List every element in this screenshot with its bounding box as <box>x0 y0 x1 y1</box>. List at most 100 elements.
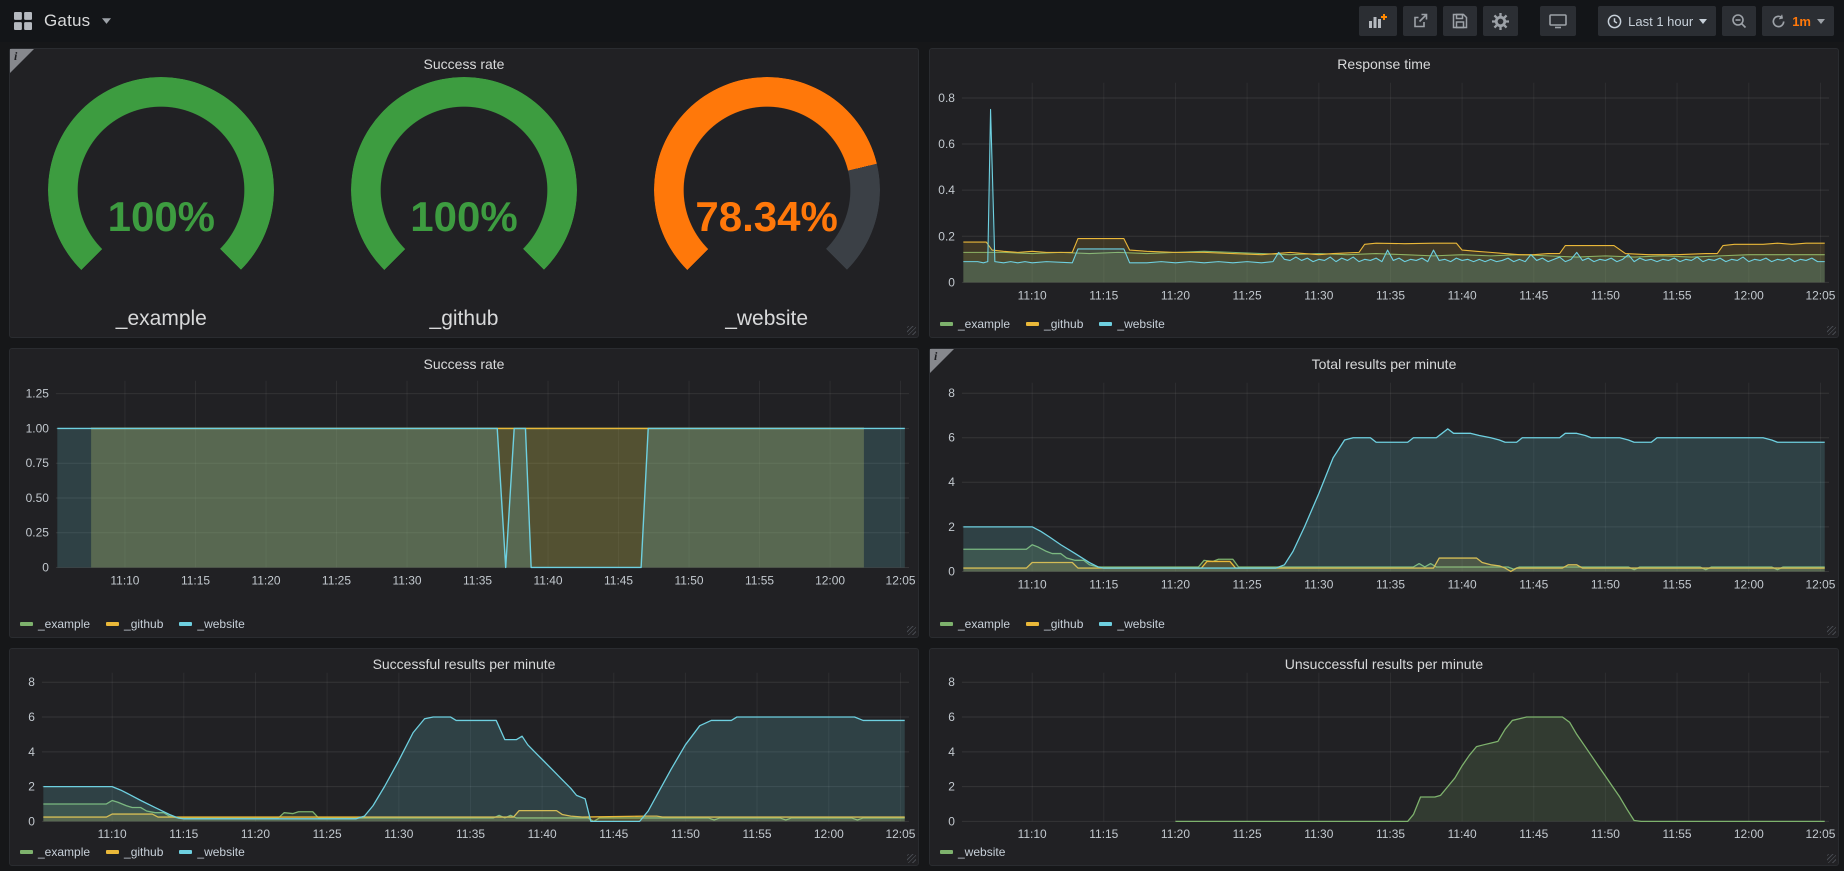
svg-text:2: 2 <box>948 520 955 534</box>
svg-text:12:05: 12:05 <box>1805 577 1835 591</box>
svg-text:8: 8 <box>28 675 35 689</box>
panel-resize-handle[interactable] <box>1827 854 1836 863</box>
svg-text:11:20: 11:20 <box>252 573 281 587</box>
gauge-value: 100% <box>314 193 614 241</box>
svg-text:8: 8 <box>948 386 955 400</box>
svg-text:11:10: 11:10 <box>1018 288 1047 302</box>
gauge-arc <box>351 77 577 303</box>
apps-grid-icon[interactable] <box>14 12 32 30</box>
panel-resize-handle[interactable] <box>1827 326 1836 335</box>
panel-title[interactable]: Response time <box>930 56 1838 72</box>
settings-button[interactable] <box>1483 6 1518 36</box>
legend-label: _website <box>1117 617 1164 631</box>
legend-item-_example[interactable]: _example <box>20 845 90 859</box>
svg-text:11:25: 11:25 <box>1233 577 1262 591</box>
chevron-down-icon[interactable] <box>102 18 111 24</box>
svg-text:11:45: 11:45 <box>604 573 633 587</box>
successful-results-chart[interactable]: 0246811:1011:1511:2011:2511:3011:3511:40… <box>10 649 918 865</box>
success-rate-chart[interactable]: 00.250.500.751.001.2511:1011:1511:2011:2… <box>10 349 918 637</box>
legend-item-_github[interactable]: _github <box>106 617 163 631</box>
dashboard-title[interactable]: Gatus <box>44 11 90 31</box>
panel-response-time: Response time 00.20.40.60.811:1011:1511:… <box>929 48 1839 338</box>
gauge-value: 100% <box>11 193 311 241</box>
svg-text:12:05: 12:05 <box>1805 827 1835 841</box>
legend-color-dash <box>179 622 192 626</box>
svg-text:0: 0 <box>42 560 49 574</box>
svg-text:11:30: 11:30 <box>1304 827 1333 841</box>
legend-item-_github[interactable]: _github <box>1026 317 1083 331</box>
legend-item-_github[interactable]: _github <box>1026 617 1083 631</box>
panel-title[interactable]: Unsuccessful results per minute <box>930 656 1838 672</box>
svg-text:11:40: 11:40 <box>1448 288 1477 302</box>
gauge-label: _github <box>314 307 614 331</box>
svg-text:11:20: 11:20 <box>1161 288 1190 302</box>
legend-label: _github <box>124 845 163 859</box>
svg-text:11:55: 11:55 <box>1663 827 1692 841</box>
panel-resize-handle[interactable] <box>907 854 916 863</box>
svg-text:11:30: 11:30 <box>392 573 421 587</box>
legend-label: _example <box>38 845 90 859</box>
svg-text:11:20: 11:20 <box>1161 577 1190 591</box>
legend-color-dash <box>1099 322 1112 326</box>
chart-legend: _example _github _website <box>940 317 1165 331</box>
panel-unsuccessful-results: Unsuccessful results per minute 0246811:… <box>929 648 1839 866</box>
save-button[interactable] <box>1443 6 1477 36</box>
panel-title[interactable]: Success rate <box>10 56 918 72</box>
panel-total-results: i Total results per minute 0246811:1011:… <box>929 348 1839 638</box>
time-range-button[interactable]: Last 1 hour <box>1598 6 1716 36</box>
total-results-chart[interactable]: 0246811:1011:1511:2011:2511:3011:3511:40… <box>930 349 1838 637</box>
refresh-button[interactable]: 1m <box>1762 6 1834 36</box>
legend-item-_example[interactable]: _example <box>940 317 1010 331</box>
svg-text:12:05: 12:05 <box>886 573 916 587</box>
legend-label: _github <box>124 617 163 631</box>
panel-resize-handle[interactable] <box>1827 626 1836 635</box>
svg-text:12:05: 12:05 <box>1805 288 1835 302</box>
zoom-out-button[interactable] <box>1722 6 1756 36</box>
legend-item-_example[interactable]: _example <box>20 617 90 631</box>
chart-legend: _example _github _website <box>940 617 1165 631</box>
svg-text:11:55: 11:55 <box>1663 577 1692 591</box>
legend-item-_github[interactable]: _github <box>106 845 163 859</box>
legend-color-dash <box>1099 622 1112 626</box>
legend-item-_website[interactable]: _website <box>179 845 244 859</box>
legend-item-_example[interactable]: _example <box>940 617 1010 631</box>
panel-resize-handle[interactable] <box>907 626 916 635</box>
panel-info-corner[interactable]: i <box>10 49 34 73</box>
svg-text:0: 0 <box>28 814 35 828</box>
legend-item-_website[interactable]: _website <box>1099 617 1164 631</box>
panel-title[interactable]: Successful results per minute <box>10 656 918 672</box>
share-button[interactable] <box>1403 6 1437 36</box>
svg-text:11:15: 11:15 <box>1089 827 1118 841</box>
panel-info-corner[interactable]: i <box>930 349 954 373</box>
gauge-group: 100% _example 100% _github 78.34% _websi… <box>10 75 918 337</box>
gauge-_example: 100% _example <box>11 75 311 333</box>
panel-title[interactable]: Success rate <box>10 356 918 372</box>
svg-text:2: 2 <box>28 780 35 794</box>
legend-color-dash <box>940 850 953 854</box>
panel-success-rate-series: Success rate 00.250.500.751.001.2511:101… <box>9 348 919 638</box>
gauge-label: _website <box>617 307 917 331</box>
clock-icon <box>1607 14 1622 29</box>
svg-text:0.75: 0.75 <box>26 456 50 470</box>
legend-item-_website[interactable]: _website <box>940 845 1005 859</box>
svg-text:11:15: 11:15 <box>169 827 198 841</box>
svg-text:4: 4 <box>948 745 955 759</box>
svg-text:2: 2 <box>948 780 955 794</box>
svg-text:0: 0 <box>948 275 955 289</box>
panel-resize-handle[interactable] <box>907 326 916 335</box>
legend-item-_website[interactable]: _website <box>1099 317 1164 331</box>
response-time-chart[interactable]: 00.20.40.60.811:1011:1511:2011:2511:3011… <box>930 49 1838 337</box>
svg-text:0: 0 <box>948 564 955 578</box>
svg-text:1.25: 1.25 <box>26 387 50 401</box>
svg-text:0.2: 0.2 <box>938 229 955 243</box>
add-panel-button[interactable] <box>1359 6 1397 36</box>
legend-item-_website[interactable]: _website <box>179 617 244 631</box>
svg-text:11:45: 11:45 <box>599 827 628 841</box>
svg-text:11:25: 11:25 <box>1233 288 1262 302</box>
svg-text:11:50: 11:50 <box>674 573 703 587</box>
svg-text:11:35: 11:35 <box>1376 288 1405 302</box>
panel-title[interactable]: Total results per minute <box>930 356 1838 372</box>
unsuccessful-results-chart[interactable]: 0246811:1011:1511:2011:2511:3011:3511:40… <box>930 649 1838 865</box>
cycle-view-button[interactable] <box>1540 6 1576 36</box>
navbar: Gatus <box>0 0 1844 42</box>
